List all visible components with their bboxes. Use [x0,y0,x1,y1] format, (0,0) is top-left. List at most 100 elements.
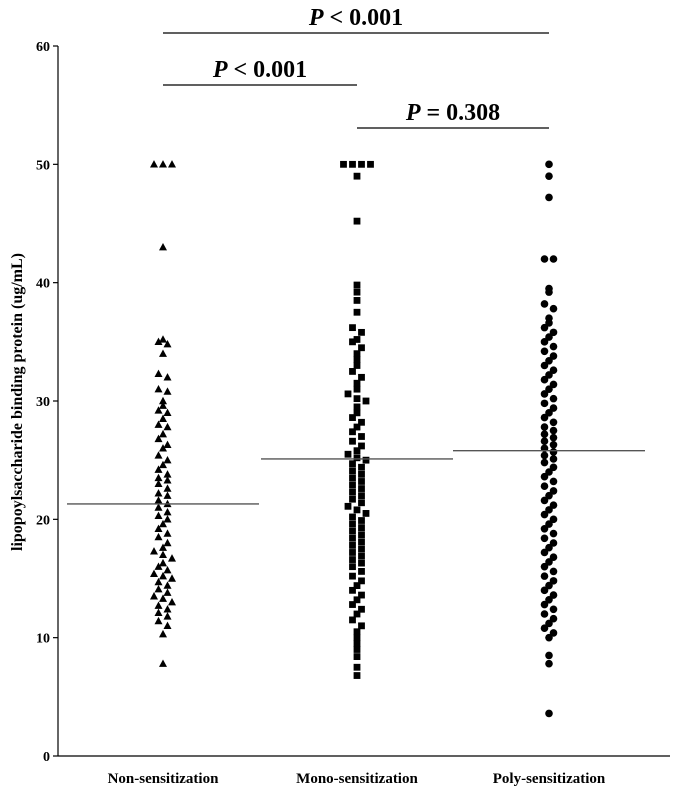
circle-point [549,304,558,313]
circle-point [540,423,549,431]
triangle-point [163,515,172,523]
circle-point [545,543,553,552]
triangle-point [159,396,167,405]
square-point [358,524,365,532]
circle-point [545,596,553,604]
circle-point [549,477,558,486]
square-point [349,414,356,421]
square-point [340,160,347,168]
square-point [358,517,365,524]
square-point [344,390,352,398]
square-point [349,520,356,528]
square-point [353,663,361,671]
data-points [150,160,558,718]
circle-point [549,591,558,599]
y-tick-label: 40 [36,277,50,292]
triangle-point [154,503,163,511]
triangle-point [154,479,163,488]
circle-point [549,394,558,403]
circle-point [545,356,553,365]
square-point [349,338,356,346]
square-point [353,423,361,431]
y-tick-label: 10 [36,632,50,647]
circle-point [545,193,553,202]
square-point [349,474,356,482]
triangle-point [163,538,172,547]
square-point [349,549,356,556]
y-tick-label: 30 [36,395,50,410]
triangle-point [154,434,163,443]
triangle-point [159,629,167,638]
triangle-point [163,566,172,574]
square-point [358,552,365,560]
circle-point [540,413,549,422]
triangle-point [159,659,167,667]
circle-point [540,361,549,370]
circle-point [545,558,553,566]
square-point [358,577,365,585]
square-point [362,456,370,464]
square-point [353,350,361,358]
circle-point [549,539,558,547]
circle-point [549,440,558,449]
x-tick-label: Non-sensitization [108,771,219,787]
triangle-point [159,519,167,528]
triangle-point [163,422,172,431]
circle-point [549,463,558,472]
circle-point [540,338,549,346]
triangle-point [163,491,172,499]
triangle-point [163,476,172,484]
square-point [358,433,365,440]
triangle-point [154,532,163,541]
square-point [353,447,361,455]
triangle-point [159,242,167,251]
triangle-point [154,465,163,473]
triangle-point [154,337,163,346]
triangle-point [159,550,167,559]
square-point [349,437,356,445]
circle-point [540,451,549,460]
circle-point [540,586,549,595]
circle-point [540,347,549,356]
circle-point [549,418,558,427]
circle-point [540,600,549,609]
circle-point [545,288,553,296]
y-tick-label: 0 [43,750,50,765]
circle-point [540,510,549,519]
square-point [353,356,361,363]
p-value-label: P = 0.308 [405,100,500,126]
circle-point [545,651,553,660]
square-point [353,379,361,387]
circle-point [545,619,553,628]
circle-point [545,581,553,590]
p-value-text: < 0.001 [227,57,307,83]
triangle-point [154,451,163,459]
square-point [353,506,361,514]
circle-point [545,333,553,341]
square-point [358,531,365,539]
circle-point [540,390,549,398]
square-point [367,160,374,168]
circle-point [549,328,558,337]
triangle-point [159,429,167,438]
square-point [349,467,356,475]
square-point [349,586,356,594]
square-point [358,344,365,352]
square-point [349,601,356,608]
circle-point [549,501,558,509]
square-point [353,610,361,618]
square-point [353,217,361,225]
square-point [349,616,356,624]
triangle-point [159,571,167,580]
square-point [353,362,361,369]
circle-point [540,496,549,505]
square-point [353,288,361,296]
square-point [358,463,365,471]
square-point [349,160,356,168]
circle-point [549,426,558,435]
square-point [358,442,365,450]
square-point [349,513,356,521]
square-point [358,499,365,507]
triangle-point [159,444,167,452]
circle-point [549,614,558,623]
